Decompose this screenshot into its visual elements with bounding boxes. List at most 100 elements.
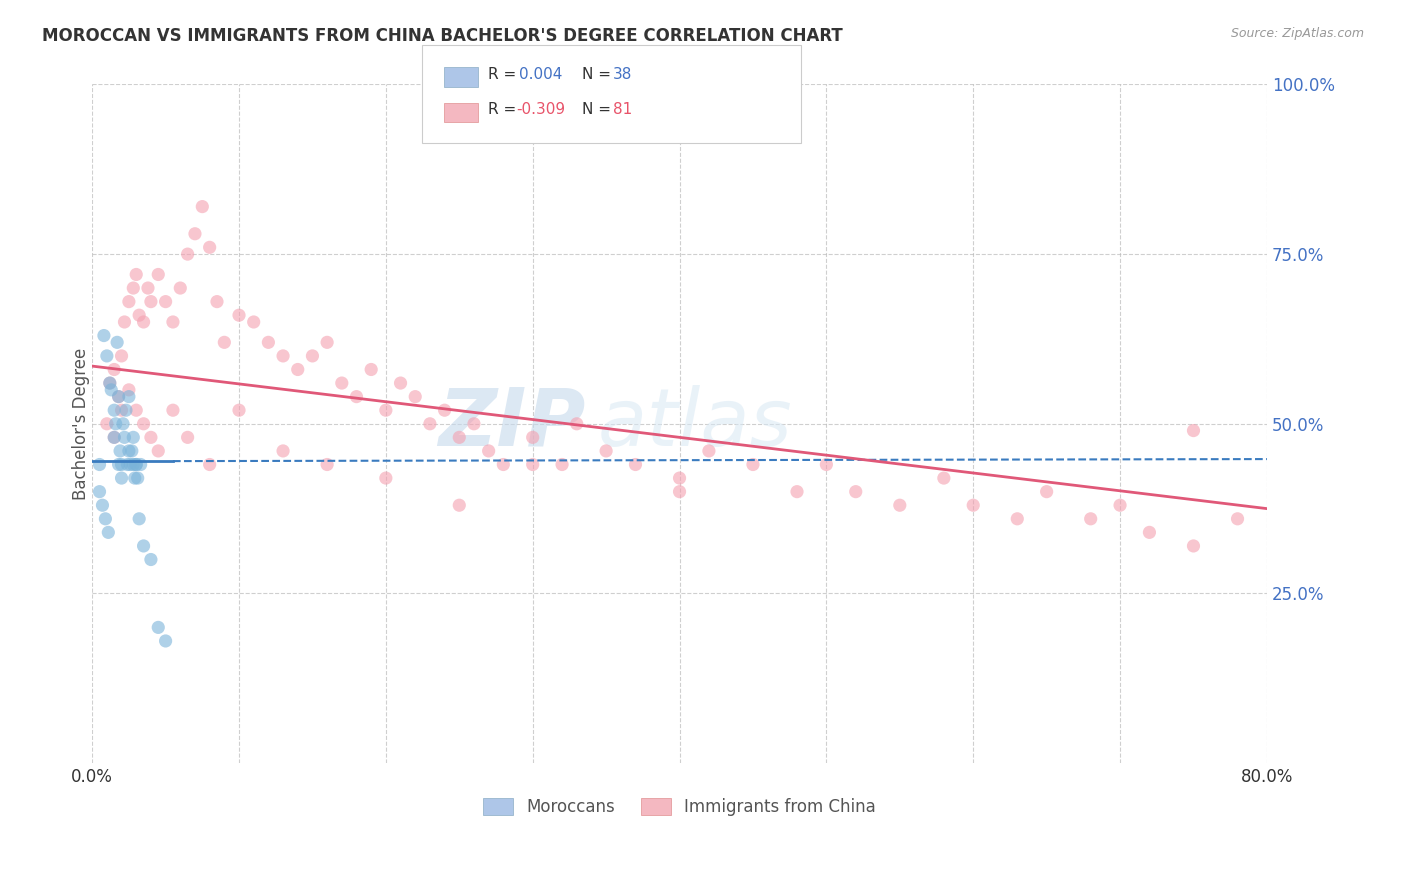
Point bbox=[624, 458, 647, 472]
Point bbox=[162, 315, 184, 329]
Point bbox=[228, 403, 250, 417]
Point bbox=[118, 383, 141, 397]
Point bbox=[93, 328, 115, 343]
Point bbox=[522, 430, 544, 444]
Point bbox=[110, 349, 132, 363]
Point bbox=[198, 240, 221, 254]
Point bbox=[111, 417, 134, 431]
Point bbox=[132, 539, 155, 553]
Point bbox=[932, 471, 955, 485]
Point bbox=[139, 552, 162, 566]
Point bbox=[127, 471, 149, 485]
Point bbox=[103, 362, 125, 376]
Point bbox=[522, 458, 544, 472]
Point bbox=[551, 458, 574, 472]
Point bbox=[346, 390, 368, 404]
Point bbox=[97, 525, 120, 540]
Point bbox=[316, 335, 339, 350]
Point bbox=[668, 471, 690, 485]
Point bbox=[110, 458, 132, 472]
Point bbox=[449, 430, 471, 444]
Text: R =: R = bbox=[488, 67, 526, 81]
Point bbox=[105, 335, 128, 350]
Point bbox=[91, 498, 114, 512]
Point bbox=[125, 458, 148, 472]
Point bbox=[1182, 424, 1205, 438]
Y-axis label: Bachelor's Degree: Bachelor's Degree bbox=[72, 348, 90, 500]
Point bbox=[742, 458, 765, 472]
Point bbox=[162, 403, 184, 417]
Point bbox=[118, 294, 141, 309]
Point bbox=[110, 471, 132, 485]
Point bbox=[125, 403, 148, 417]
Point bbox=[148, 620, 170, 634]
Point bbox=[191, 200, 214, 214]
Point bbox=[107, 458, 129, 472]
Point bbox=[132, 315, 155, 329]
Point bbox=[115, 403, 138, 417]
Text: ZIP: ZIP bbox=[439, 384, 585, 463]
Point bbox=[120, 458, 142, 472]
Point bbox=[98, 376, 121, 390]
Point bbox=[1226, 512, 1249, 526]
Point bbox=[198, 458, 221, 472]
Point bbox=[668, 484, 690, 499]
Point bbox=[155, 634, 177, 648]
Point bbox=[96, 349, 118, 363]
Point bbox=[271, 349, 294, 363]
Point bbox=[100, 383, 122, 397]
Point bbox=[1080, 512, 1102, 526]
Text: 0.004: 0.004 bbox=[519, 67, 562, 81]
Point bbox=[118, 444, 141, 458]
Point bbox=[419, 417, 441, 431]
Point bbox=[595, 444, 617, 458]
Point bbox=[118, 390, 141, 404]
Point bbox=[114, 315, 136, 329]
Point bbox=[89, 458, 111, 472]
Point bbox=[404, 390, 426, 404]
Point bbox=[125, 458, 148, 472]
Point bbox=[374, 403, 396, 417]
Point bbox=[184, 227, 207, 241]
Point bbox=[117, 458, 139, 472]
Point bbox=[98, 376, 121, 390]
Point bbox=[205, 294, 228, 309]
Point bbox=[103, 430, 125, 444]
Point bbox=[89, 484, 111, 499]
Text: atlas: atlas bbox=[598, 384, 792, 463]
Point bbox=[148, 444, 170, 458]
Point bbox=[107, 390, 129, 404]
Point bbox=[176, 430, 198, 444]
Point bbox=[169, 281, 191, 295]
Point bbox=[155, 294, 177, 309]
Point bbox=[132, 417, 155, 431]
Point bbox=[110, 403, 132, 417]
Point bbox=[565, 417, 588, 431]
Point bbox=[139, 430, 162, 444]
Point bbox=[492, 458, 515, 472]
Point bbox=[139, 294, 162, 309]
Point bbox=[287, 362, 309, 376]
Text: Source: ZipAtlas.com: Source: ZipAtlas.com bbox=[1230, 27, 1364, 40]
Point bbox=[242, 315, 264, 329]
Point bbox=[128, 512, 150, 526]
Point bbox=[786, 484, 808, 499]
Point bbox=[1007, 512, 1029, 526]
Point bbox=[104, 417, 127, 431]
Point bbox=[121, 444, 143, 458]
Point bbox=[122, 281, 145, 295]
Text: MOROCCAN VS IMMIGRANTS FROM CHINA BACHELOR'S DEGREE CORRELATION CHART: MOROCCAN VS IMMIGRANTS FROM CHINA BACHEL… bbox=[42, 27, 844, 45]
Point bbox=[103, 403, 125, 417]
Point bbox=[129, 458, 152, 472]
Point bbox=[124, 471, 146, 485]
Text: N =: N = bbox=[582, 103, 616, 117]
Text: R =: R = bbox=[488, 103, 522, 117]
Point bbox=[330, 376, 353, 390]
Point bbox=[1182, 539, 1205, 553]
Point bbox=[228, 308, 250, 322]
Text: N =: N = bbox=[582, 67, 616, 81]
Text: 38: 38 bbox=[613, 67, 633, 81]
Point bbox=[1109, 498, 1132, 512]
Point bbox=[374, 471, 396, 485]
Point bbox=[449, 498, 471, 512]
